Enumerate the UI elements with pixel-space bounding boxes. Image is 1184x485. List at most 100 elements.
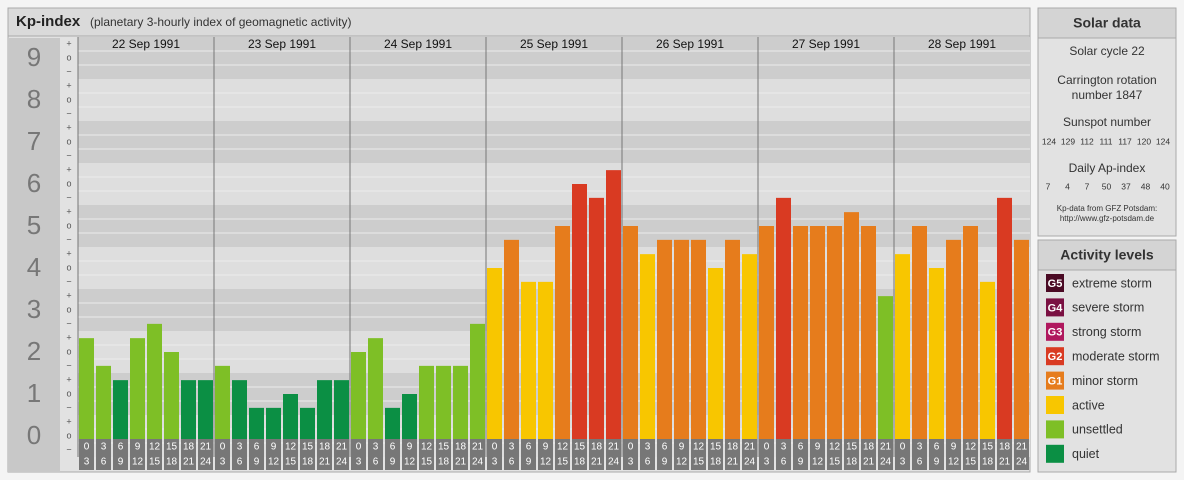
hour-label: 15 [710,442,722,453]
hour-box [538,439,553,470]
hour-label: 24 [200,457,212,468]
bar [470,323,485,457]
hour-label: 18 [999,442,1011,453]
hour-label: 9 [662,457,668,468]
band [78,247,1030,289]
legend-badge: G3 [1048,327,1063,339]
hour-label: 9 [951,442,957,453]
hour-box [164,439,179,470]
hour-label: 21 [863,457,875,468]
hour-box [895,439,910,470]
sunspot-value: 124 [1042,136,1056,146]
y-tick-label: 9 [27,42,41,72]
hour-label: 15 [438,442,450,453]
hour-label: 15 [557,457,569,468]
bar [334,380,349,457]
legend-label: severe storm [1072,301,1144,315]
hour-label: 9 [543,442,549,453]
bar [691,239,706,457]
legend-swatch [1046,371,1064,390]
minor-tick-label: + [66,164,71,174]
hour-box [436,439,451,470]
hour-label: 21 [183,457,195,468]
hour-label: 0 [900,442,906,453]
band [78,205,1030,247]
hour-label: 6 [662,442,668,453]
minor-tick-label: − [66,318,71,328]
hour-label: 6 [781,457,787,468]
hour-label: 0 [84,442,90,453]
hour-label: 9 [390,457,396,468]
legend-swatch [1046,396,1064,414]
ap-value: 7 [1085,181,1090,191]
hour-label: 24 [336,457,348,468]
bar [674,239,689,457]
legend-title: Activity levels [1060,247,1154,263]
hour-label: 9 [407,442,413,453]
hour-label: 21 [880,442,892,453]
bar [368,338,383,457]
hour-box [181,439,196,470]
y-tick-label: 2 [27,336,41,366]
hour-label: 18 [574,457,586,468]
minor-tick-label: + [66,38,71,48]
solar-title: Solar data [1073,15,1141,31]
hour-box [980,439,995,470]
hour-box [198,439,213,470]
hour-box [946,439,961,470]
hour-label: 6 [101,457,107,468]
bar [453,365,468,457]
y-tick-label: 4 [27,252,41,282]
bar [725,239,740,457]
ap-title: Daily Ap-index [1069,161,1146,175]
hour-label: 18 [183,442,195,453]
bar [861,226,876,457]
hour-label: 0 [356,442,362,453]
hour-box [334,439,349,470]
bar [997,197,1012,458]
hour-box [810,439,825,470]
hour-label: 6 [645,457,651,468]
hour-label: 15 [829,457,841,468]
hour-label: 3 [373,442,379,453]
ap-value: 40 [1160,181,1170,191]
bar [759,226,774,457]
bar [606,170,621,457]
hour-label: 3 [492,457,498,468]
hour-label: 18 [319,442,331,453]
hour-label: 3 [509,442,515,453]
hour-label: 15 [285,457,297,468]
legend-badge: G2 [1048,351,1063,363]
hour-box [249,439,264,470]
day-label: 22 Sep 1991 [112,37,180,51]
legend-swatch [1046,274,1064,292]
hour-label: 6 [934,442,940,453]
minor-tick-label: + [66,290,71,300]
bar [164,352,179,457]
hour-label: 21 [727,457,739,468]
hour-box [623,439,638,470]
minor-tick-label: o [66,430,71,440]
chart-title: Kp-index [16,13,81,30]
hour-label: 12 [132,457,144,468]
hour-label: 0 [764,442,770,453]
hour-label: 15 [982,442,994,453]
hour-label: 12 [268,457,280,468]
title-bar [7,7,1031,37]
hour-label: 12 [149,442,161,453]
ap-value: 7 [1046,181,1051,191]
y-tick-label: 1 [27,378,41,408]
hour-label: 9 [526,457,532,468]
hour-label: 3 [900,457,906,468]
hour-label: 9 [118,457,124,468]
hour-label: 12 [812,457,824,468]
hour-box [79,439,94,470]
hour-label: 9 [271,442,277,453]
day-label: 28 Sep 1991 [928,37,996,51]
minor-tick-label: − [66,150,71,160]
legend-swatch [1046,444,1064,463]
hour-box [113,439,128,470]
bar [844,212,859,457]
hour-box [283,439,298,470]
hour-box [742,439,757,470]
